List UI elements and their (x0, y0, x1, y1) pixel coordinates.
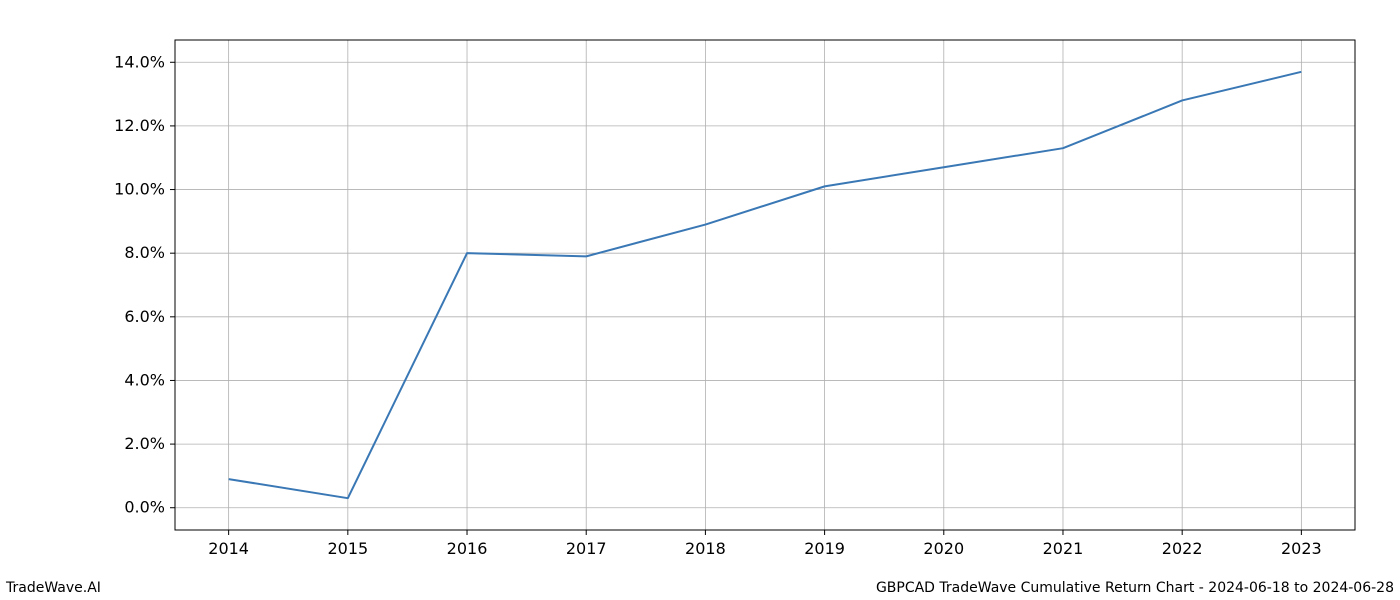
line-chart: 2014 2015 2016 2017 2018 2019 2020 2021 2022 2023… (0, 0, 1400, 600)
chart-container: 2014 2015 2016 2017 2018 2019 2020 2021 2022 2023… (0, 0, 1400, 600)
x-tick-label: 2017 (566, 539, 607, 558)
y-tick-label: 6.0% (124, 307, 165, 326)
y-tick-label: 8.0% (124, 243, 165, 262)
y-tick-label: 12.0% (114, 116, 165, 135)
y-tick-label: 14.0% (114, 52, 165, 71)
x-tick-label: 2018 (685, 539, 726, 558)
x-tick-label: 2022 (1162, 539, 1203, 558)
chart-bg (0, 0, 1400, 600)
x-tick-label: 2020 (923, 539, 964, 558)
y-tick-label: 0.0% (124, 498, 165, 517)
y-tick-label: 10.0% (114, 180, 165, 199)
x-tick-label: 2014 (208, 539, 249, 558)
x-tick-label: 2015 (327, 539, 368, 558)
y-tick-label: 2.0% (124, 434, 165, 453)
y-tick-label: 4.0% (124, 370, 165, 389)
x-tick-label: 2019 (804, 539, 845, 558)
x-tick-label: 2016 (447, 539, 488, 558)
x-tick-label: 2023 (1281, 539, 1322, 558)
footer-right-text: GBPCAD TradeWave Cumulative Return Chart… (876, 580, 1394, 596)
footer-left-text: TradeWave.AI (6, 580, 101, 596)
x-tick-label: 2021 (1043, 539, 1084, 558)
